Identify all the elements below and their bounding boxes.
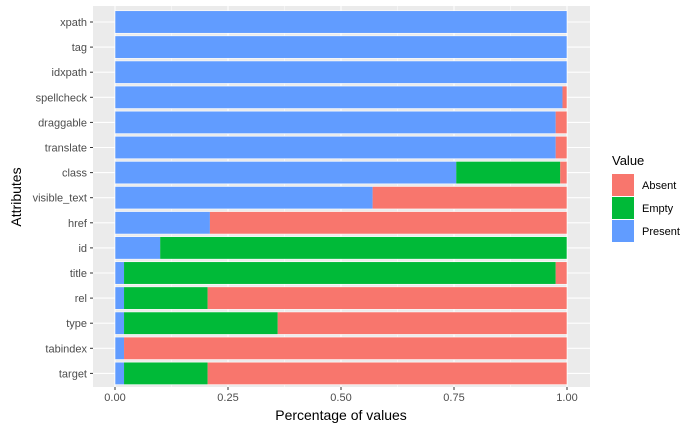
- y-tick-label: id: [78, 243, 87, 255]
- bar-outline: [114, 336, 568, 360]
- legend-label-empty: Empty: [642, 203, 674, 215]
- bar-outline: [114, 10, 568, 34]
- bar-outline: [114, 361, 568, 385]
- bar-visible-text-present: [115, 186, 373, 209]
- x-tick-label: 0.50: [330, 392, 351, 404]
- y-tick-label: spellcheck: [36, 92, 88, 104]
- bar-title-absent: [555, 261, 567, 285]
- bar-rel-empty: [124, 286, 208, 310]
- bar-spellcheck-absent: [562, 86, 567, 109]
- y-tick-label: target: [59, 368, 87, 380]
- y-tick-label: idxpath: [52, 67, 87, 79]
- x-axis-title: Percentage of values: [275, 407, 407, 423]
- bar-outline: [114, 261, 568, 285]
- bar-visible-text-absent: [372, 186, 567, 209]
- bar-class-absent: [560, 161, 567, 184]
- bar-id-empty: [160, 236, 567, 260]
- legend: Value Absent Empty Present: [612, 153, 680, 242]
- x-tick-label: 0.75: [443, 392, 464, 404]
- bar-tabindex-absent: [124, 337, 567, 360]
- y-tick-label: translate: [45, 143, 87, 155]
- y-tick-label: href: [68, 218, 88, 230]
- bar-class-empty: [456, 161, 561, 184]
- bar-outline: [114, 35, 568, 59]
- bar-outline: [114, 311, 568, 335]
- legend-key-absent: [612, 174, 634, 196]
- bar-tabindex-present: [115, 337, 125, 360]
- bar-id-present: [115, 236, 161, 260]
- bar-title-empty: [124, 261, 556, 285]
- y-tick-label: type: [66, 318, 87, 330]
- y-tick-label: class: [62, 168, 88, 180]
- bar-outline: [114, 60, 568, 84]
- bar-draggable-absent: [555, 111, 567, 134]
- bar-outline: [114, 186, 568, 210]
- legend-title: Value: [612, 153, 644, 168]
- bar-target-absent: [207, 362, 567, 385]
- y-tick-label: draggable: [38, 117, 87, 129]
- bar-outline: [114, 211, 568, 235]
- y-tick-label: title: [70, 268, 87, 280]
- y-axis-title: Attributes: [8, 167, 24, 226]
- bar-idxpath-present: [115, 60, 567, 84]
- bar-target-empty: [124, 362, 208, 385]
- bar-draggable-present: [115, 111, 556, 134]
- x-axis-tick-labels: 0.00 0.25 0.50 0.75 1.00: [104, 387, 578, 404]
- bar-href-absent: [209, 211, 568, 235]
- bar-outline: [114, 110, 568, 134]
- bar-class-present: [115, 161, 457, 184]
- bar-outline: [114, 236, 568, 260]
- bar-rel-present: [115, 286, 125, 310]
- bar-translate-absent: [555, 136, 567, 159]
- y-tick-label: rel: [75, 293, 87, 305]
- legend-key-present: [612, 220, 634, 242]
- legend-label-absent: Absent: [642, 180, 676, 192]
- y-axis-tick-labels: xpath tag idxpath spellcheck draggable transl…: [33, 17, 93, 380]
- y-tick-label: tag: [72, 42, 87, 54]
- bar-type-empty: [124, 311, 278, 335]
- bar-outline: [114, 85, 568, 109]
- bar-rel-absent: [207, 286, 567, 310]
- x-tick-label: 0.00: [104, 392, 125, 404]
- legend-label-present: Present: [642, 226, 680, 238]
- bar-tag-present: [115, 35, 567, 59]
- legend-key-empty: [612, 197, 634, 219]
- bar-target-present: [115, 362, 125, 385]
- bar-spellcheck-present: [115, 86, 563, 109]
- bar-translate-present: [115, 136, 556, 159]
- bar-href-present: [115, 211, 210, 235]
- bar-title-present: [115, 261, 125, 285]
- bar-outline: [114, 161, 568, 185]
- x-tick-label: 0.25: [217, 392, 238, 404]
- bar-outline: [114, 135, 568, 160]
- bar-type-present: [115, 311, 125, 335]
- x-tick-label: 1.00: [556, 392, 577, 404]
- y-tick-label: tabindex: [45, 343, 87, 355]
- bars: [114, 10, 568, 385]
- bar-outline: [114, 286, 568, 310]
- y-tick-label: visible_text: [33, 193, 87, 205]
- bar-xpath-present: [115, 10, 567, 34]
- y-tick-label: xpath: [60, 17, 87, 29]
- bar-type-absent: [277, 311, 567, 335]
